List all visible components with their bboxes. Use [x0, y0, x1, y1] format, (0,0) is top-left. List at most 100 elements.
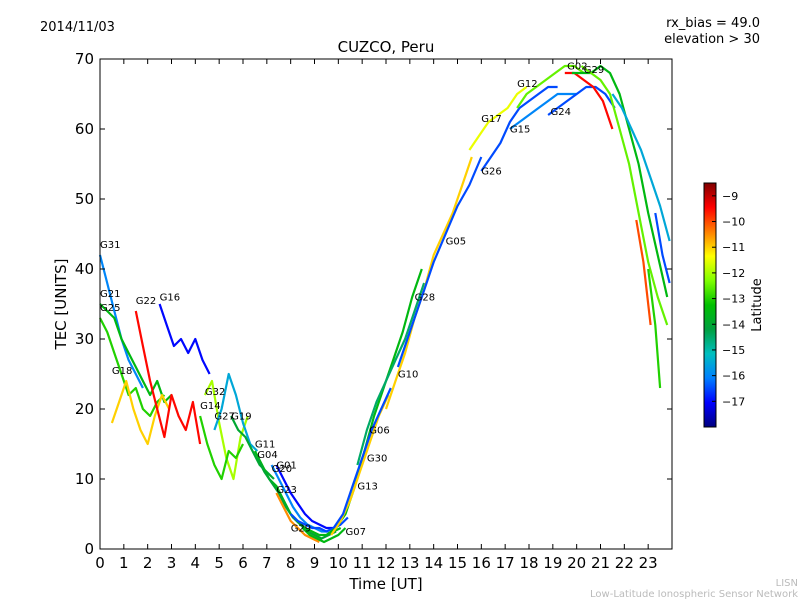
elevation-label: elevation > 30 — [664, 32, 760, 47]
series-line-28 — [564, 71, 614, 130]
colorbar-tick-label-1: −10 — [722, 216, 745, 229]
footer-network: Low-Latitude Ionospheric Sensor Network — [590, 589, 798, 600]
x-tick-label-5: 5 — [214, 554, 224, 572]
x-axis-label: Time [UT] — [348, 575, 422, 593]
series-line-23 — [480, 85, 558, 172]
y-tick-label-3: 30 — [75, 330, 94, 348]
series-label-16: G07 — [346, 527, 366, 538]
colorbar-tick-label-6: −15 — [722, 344, 745, 357]
series-line-24 — [468, 86, 528, 151]
series-label-29: G29 — [584, 65, 604, 76]
x-tick-label-22: 22 — [615, 554, 634, 572]
series-label-0: G31 — [100, 240, 120, 251]
series-line-34 — [647, 268, 662, 389]
x-tick-label-13: 13 — [400, 554, 419, 572]
series-label-15: G29 — [291, 524, 311, 535]
colorbar-tick-label-3: −12 — [722, 267, 745, 280]
x-tick-label-8: 8 — [286, 554, 296, 572]
series-line-32 — [635, 219, 652, 326]
series-line-13 — [270, 464, 329, 533]
date-label: 2014/11/03 — [40, 20, 115, 35]
x-tick-label-23: 23 — [639, 554, 658, 572]
y-axis-label: TEC [UNITS] — [52, 259, 70, 351]
series-line-33 — [654, 212, 671, 284]
y-tick-label-2: 20 — [75, 400, 94, 418]
y-tick-label-5: 50 — [75, 190, 94, 208]
series-line-7 — [199, 415, 244, 481]
series-line-21 — [384, 156, 473, 410]
series-label-25: G15 — [510, 125, 530, 136]
series-label-12: G01 — [276, 461, 296, 472]
x-tick-label-3: 3 — [167, 554, 177, 572]
series-label-11: G04 — [257, 450, 277, 461]
series-label-17: G13 — [357, 482, 377, 493]
x-tick-label-19: 19 — [543, 554, 562, 572]
series-label-13: G20 — [272, 464, 292, 475]
x-tick-label-0: 0 — [95, 554, 105, 572]
series-label-23: G26 — [481, 167, 501, 178]
y-tick-label-0: 0 — [84, 540, 94, 558]
colorbar-tick-label-7: −16 — [722, 370, 745, 383]
x-tick-label-14: 14 — [424, 554, 443, 572]
series-label-26: G12 — [517, 79, 537, 90]
x-tick-label-9: 9 — [310, 554, 320, 572]
series-label-21: G28 — [415, 293, 435, 304]
y-tick-label-7: 70 — [75, 50, 94, 68]
x-tick-label-2: 2 — [143, 554, 153, 572]
series-line-14 — [275, 492, 320, 543]
footer-lisn: LISN — [776, 578, 798, 589]
series-line-29 — [571, 64, 669, 298]
series-label-8: G27 — [214, 412, 234, 423]
series-label-7: G14 — [200, 401, 220, 412]
series-label-28: G02 — [567, 62, 587, 73]
series-line-3 — [110, 379, 171, 446]
y-tick-label-1: 10 — [75, 470, 94, 488]
x-tick-label-20: 20 — [567, 554, 586, 572]
series-label-2: G25 — [100, 303, 120, 314]
series-line-8 — [213, 372, 259, 452]
series-label-3: G22 — [136, 296, 156, 307]
series-line-27 — [547, 85, 616, 116]
plot-frame — [99, 58, 673, 550]
x-tick-label-1: 1 — [119, 554, 129, 572]
series-label-14: G23 — [276, 485, 296, 496]
colorbar-tick-label-5: −14 — [722, 318, 745, 331]
series-label-24: G17 — [481, 114, 501, 125]
colorbar-tick-label-8: −17 — [722, 395, 745, 408]
series-label-20: G10 — [398, 370, 418, 381]
x-tick-label-21: 21 — [591, 554, 610, 572]
series-line-17 — [325, 268, 423, 536]
y-tick-label-6: 60 — [75, 120, 94, 138]
plot-series-group — [98, 64, 671, 544]
series-line-31 — [611, 93, 671, 242]
series-label-5: G18 — [112, 366, 132, 377]
series-label-19: G06 — [369, 426, 389, 437]
x-tick-label-17: 17 — [496, 554, 515, 572]
series-line-4 — [134, 310, 202, 445]
colorbar-tick-label-2: −11 — [722, 241, 745, 254]
x-tick-label-6: 6 — [238, 554, 248, 572]
series-line-19 — [332, 387, 392, 529]
series-line-16 — [301, 527, 347, 544]
series-label-1: G21 — [100, 289, 120, 300]
x-tick-label-10: 10 — [329, 554, 348, 572]
series-label-9: G19 — [231, 412, 251, 423]
series-label-18: G30 — [367, 454, 387, 465]
x-tick-label-18: 18 — [519, 554, 538, 572]
x-tick-label-16: 16 — [472, 554, 491, 572]
series-line-30 — [580, 65, 669, 326]
x-tick-label-15: 15 — [448, 554, 467, 572]
series-label-10: G11 — [255, 440, 275, 451]
x-tick-label-11: 11 — [353, 554, 372, 572]
series-line-1 — [99, 303, 173, 404]
series-line-12 — [275, 464, 342, 530]
x-ticks-group: 0 1 2 3 4 5 6 7 8 9 10 11 12 13 14 15 16 17 18 19 20 21 22 23 — [95, 59, 658, 572]
colorbar-tick-label-4: −13 — [722, 293, 745, 306]
x-tick-label-12: 12 — [376, 554, 395, 572]
rx-bias-label: rx_bias = 49.0 — [666, 16, 760, 31]
series-line-20 — [356, 282, 426, 466]
series-label-6: G32 — [205, 387, 225, 398]
series-line-22 — [396, 156, 483, 368]
